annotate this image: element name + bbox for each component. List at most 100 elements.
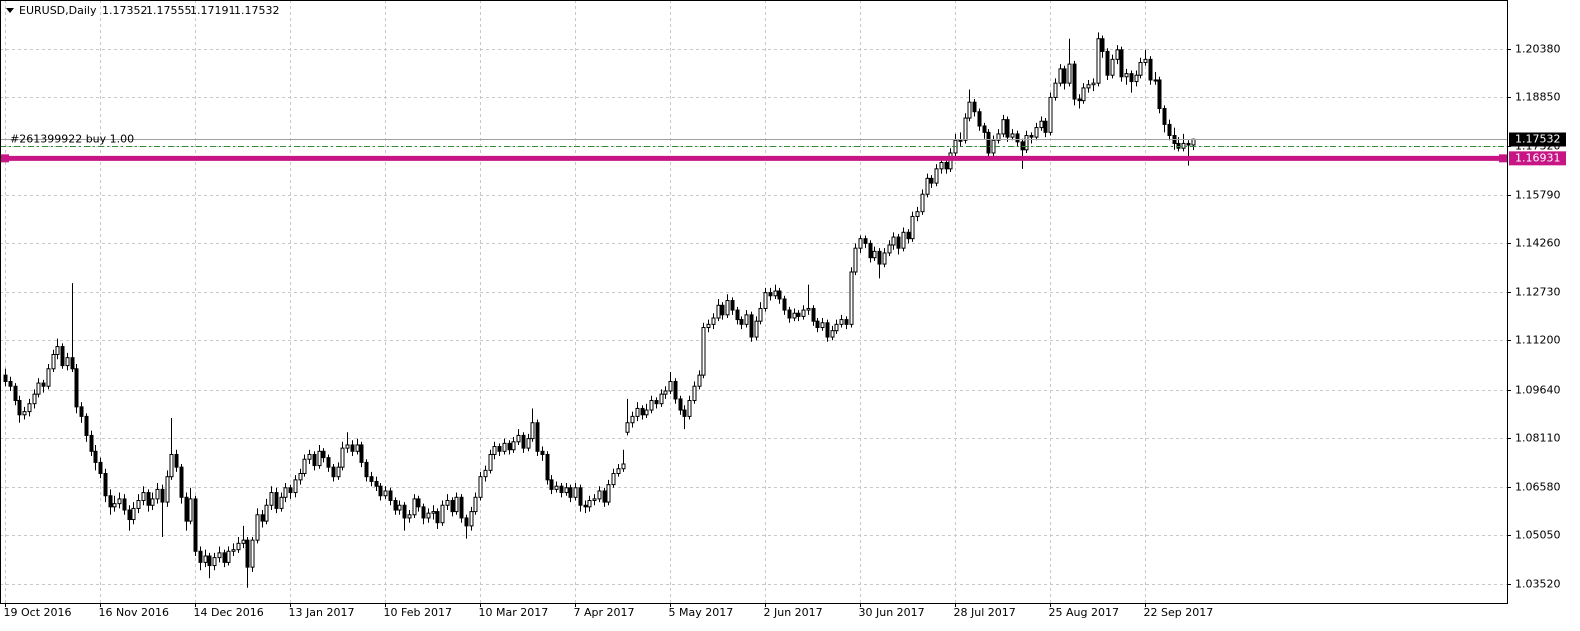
order-label: #261399922 buy 1.00	[10, 133, 134, 146]
candle-body	[621, 463, 626, 470]
candle-body	[450, 499, 455, 513]
candle-body	[944, 161, 949, 170]
candle-body	[160, 488, 165, 503]
candle-body	[564, 487, 569, 494]
candle-body	[492, 446, 497, 455]
candle-body	[207, 555, 212, 567]
candle-body	[925, 177, 930, 195]
candle-body	[155, 488, 160, 500]
candle-body	[739, 319, 744, 325]
candle-body	[431, 511, 436, 514]
candle-body	[834, 323, 839, 332]
x-tick-label: 25 Aug 2017	[1049, 606, 1119, 619]
last-open: 1.17352	[102, 4, 148, 17]
candle-body	[682, 409, 687, 417]
x-tick-label: 22 Sep 2017	[1144, 606, 1214, 619]
y-tick-label: 1.03520	[1515, 578, 1561, 591]
candle-body	[640, 407, 645, 416]
bid-price-label: 1.17532	[1515, 133, 1561, 146]
candle-body	[378, 485, 383, 497]
candle-body	[1048, 96, 1053, 133]
candle-body	[1129, 73, 1134, 83]
candle-body	[749, 314, 754, 338]
candle-body	[1053, 82, 1058, 98]
candle-body	[241, 539, 246, 544]
last-high: 1.17555	[146, 4, 192, 17]
candle-body	[283, 487, 288, 498]
candle-body	[606, 484, 611, 503]
candle-body	[526, 438, 531, 449]
candle-body	[13, 385, 18, 402]
candle-body	[678, 398, 683, 411]
candle-body	[336, 466, 341, 478]
candle-body	[659, 393, 664, 405]
candle-body	[896, 236, 901, 249]
price-lines: #261399922 buy 1.00	[0, 133, 1507, 163]
candle-body	[193, 498, 198, 552]
candle-body	[972, 101, 977, 113]
candle-body	[483, 469, 488, 478]
x-tick-label: 10 Mar 2017	[479, 606, 549, 619]
candle-body	[264, 504, 269, 522]
candle-body	[279, 496, 284, 509]
candle-body	[663, 390, 668, 395]
candle-body	[568, 487, 573, 498]
x-tick-label: 10 Feb 2017	[384, 606, 452, 619]
candle-body	[1072, 63, 1077, 100]
candle-body	[317, 450, 322, 467]
level-price-label: 1.16931	[1515, 151, 1561, 164]
candle-body	[630, 415, 635, 424]
candle-body	[796, 312, 801, 317]
candle-body	[1157, 79, 1162, 110]
candle-body	[1119, 49, 1124, 78]
candle-body	[312, 453, 317, 467]
candle-body	[355, 444, 360, 452]
candle-body	[773, 290, 778, 297]
candle-body	[98, 461, 103, 475]
symbol-label: EURUSD,Daily	[19, 4, 97, 17]
candle-body	[839, 319, 844, 325]
candle-body	[872, 250, 877, 259]
candle-body	[1148, 58, 1153, 81]
candle-body	[1005, 119, 1010, 138]
candle-body	[768, 292, 773, 297]
candle-body	[725, 300, 730, 316]
axis-labels: 1.03520 1.05050 1.06580 1.08110 1.09640 1.112…	[4, 43, 1566, 619]
candle-body	[849, 271, 854, 325]
candle-body	[473, 496, 478, 513]
candle-body	[583, 504, 588, 508]
candle-body	[326, 457, 331, 468]
candle-body	[169, 453, 174, 478]
candle-body	[307, 453, 312, 460]
candle-body	[131, 507, 136, 521]
candle-body	[611, 473, 616, 486]
candle-body	[165, 476, 170, 503]
level-price-box	[1509, 151, 1566, 166]
candle-body	[649, 400, 654, 411]
last-close: 1.17532	[234, 4, 280, 17]
candle-body	[231, 549, 236, 552]
candle-body	[996, 133, 1001, 141]
candle-body	[573, 487, 578, 498]
y-tick-label: 1.09640	[1515, 384, 1561, 397]
x-tick-label: 28 Jul 2017	[954, 606, 1016, 619]
candle-body	[46, 368, 51, 387]
candle-body	[929, 177, 934, 184]
candle-body	[967, 101, 972, 119]
candle-body	[592, 498, 597, 501]
last-low: 1.17191	[190, 4, 236, 17]
candle-body	[469, 511, 474, 527]
candle-body	[1143, 58, 1148, 64]
candle-body	[3, 374, 8, 382]
y-tick-label: 1.12730	[1515, 286, 1561, 299]
y-tick-label: 1.15790	[1515, 189, 1561, 202]
candle-body	[806, 307, 811, 311]
menu-arrow[interactable]	[6, 8, 14, 13]
candle-body	[397, 504, 402, 511]
candle-body	[198, 550, 203, 563]
candle-body	[758, 307, 763, 322]
candle-body	[222, 552, 227, 563]
candle-body	[407, 514, 412, 519]
